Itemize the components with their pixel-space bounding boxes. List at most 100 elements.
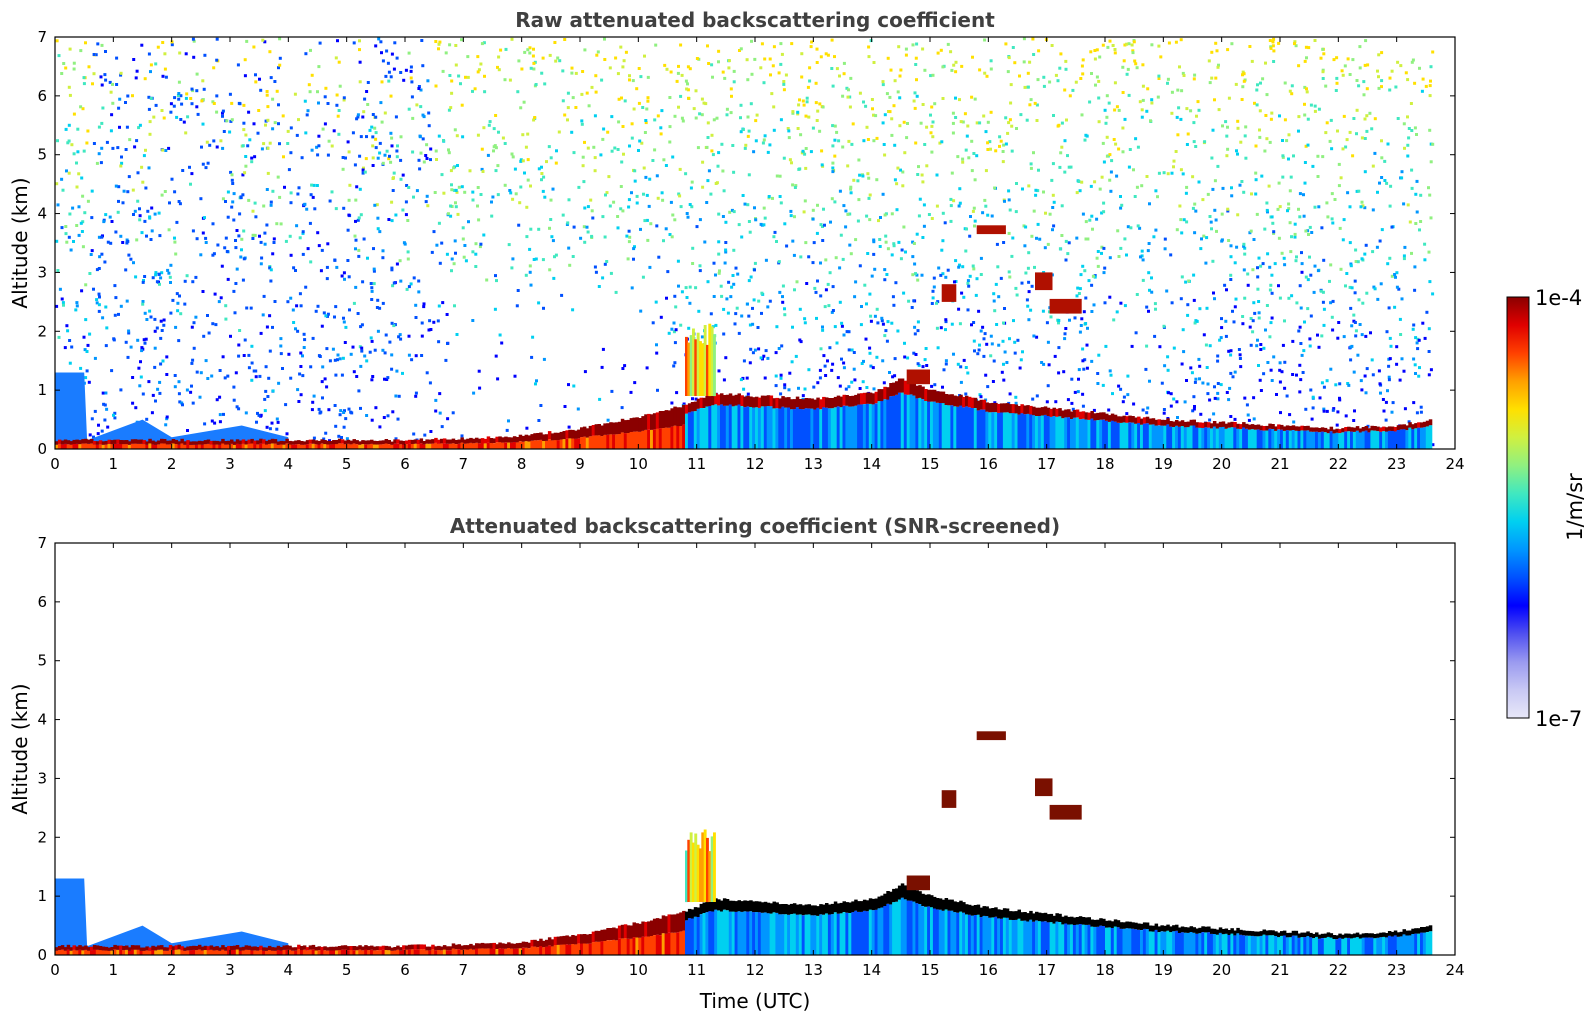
- noise-point: [709, 312, 713, 316]
- noise-point: [247, 353, 251, 357]
- bl-body: [897, 392, 902, 449]
- noise-point: [1377, 86, 1381, 90]
- noise-point: [1189, 366, 1193, 370]
- noise-point: [866, 172, 870, 176]
- bl-top-layer: [305, 440, 310, 445]
- noise-point: [1246, 283, 1250, 287]
- noise-point: [914, 141, 918, 145]
- noise-point: [895, 208, 899, 212]
- noise-point: [179, 94, 183, 98]
- bl-body: [740, 406, 744, 449]
- bl-top-layer: [807, 398, 811, 409]
- noise-point: [731, 274, 735, 277]
- noise-point: [627, 229, 631, 233]
- noise-point: [133, 145, 137, 149]
- bl-body: [816, 407, 820, 449]
- noise-point: [141, 392, 145, 396]
- noise-point: [1214, 218, 1218, 222]
- noise-point: [127, 253, 131, 257]
- bl-top-layer: [125, 440, 129, 445]
- noise-point: [85, 141, 89, 145]
- noise-point: [1100, 245, 1104, 249]
- noise-point: [902, 291, 906, 295]
- noise-point: [459, 82, 462, 86]
- noise-point: [320, 324, 324, 328]
- noise-point: [1354, 329, 1358, 333]
- bl-body: [772, 408, 776, 449]
- noise-point: [679, 43, 683, 47]
- bl-body: [259, 443, 263, 449]
- noise-point: [1060, 121, 1064, 125]
- bl-top-layer: [1055, 408, 1059, 417]
- bl-body: [1163, 425, 1167, 449]
- bl-top-layer: [317, 440, 321, 445]
- noise-point: [266, 105, 270, 109]
- noise-point: [406, 250, 410, 254]
- noise-point: [989, 59, 993, 63]
- noise-point: [1146, 406, 1150, 410]
- bl-body: [507, 442, 511, 449]
- noise-point: [656, 388, 659, 392]
- noise-point: [170, 43, 174, 47]
- noise-point: [657, 255, 661, 259]
- noise-point: [298, 292, 302, 296]
- noise-point: [532, 118, 536, 122]
- noise-point: [125, 125, 129, 129]
- noise-point: [1133, 59, 1137, 63]
- noise-point: [271, 97, 275, 101]
- bl-body: [547, 439, 552, 449]
- noise-point: [1193, 231, 1197, 235]
- bl-body: [1061, 418, 1065, 449]
- noise-point: [932, 285, 936, 289]
- noise-point: [903, 355, 907, 359]
- noise-point: [169, 311, 173, 315]
- noise-point: [144, 337, 148, 341]
- noise-point: [566, 91, 570, 95]
- plume-column: [706, 344, 709, 396]
- bl-body: [451, 443, 456, 449]
- noise-point: [935, 301, 938, 305]
- bl-body: [687, 412, 692, 449]
- noise-point: [100, 429, 104, 433]
- noise-point: [1365, 114, 1369, 118]
- noise-point: [159, 276, 163, 280]
- noise-point: [872, 113, 875, 117]
- noise-point: [232, 398, 236, 402]
- noise-point: [779, 373, 783, 377]
- noise-point: [1194, 377, 1198, 381]
- noise-point: [67, 123, 71, 127]
- noise-point: [554, 59, 558, 63]
- noise-point: [930, 302, 934, 305]
- bl-body: [1271, 429, 1275, 449]
- noise-point: [140, 349, 144, 353]
- noise-point: [153, 317, 157, 321]
- noise-point: [1246, 272, 1250, 276]
- noise-point: [1211, 187, 1215, 191]
- noise-point: [842, 333, 846, 337]
- noise-point: [323, 95, 327, 99]
- noise-point: [1162, 324, 1166, 328]
- noise-point: [342, 425, 346, 429]
- noise-point: [737, 331, 741, 335]
- noise-point: [529, 66, 533, 70]
- noise-point: [572, 151, 576, 155]
- bl-body: [57, 443, 62, 449]
- noise-point: [301, 354, 304, 358]
- bl-top-layer: [889, 383, 893, 397]
- noise-point: [1265, 304, 1269, 307]
- noise-point: [594, 90, 598, 94]
- noise-point: [1358, 45, 1362, 49]
- noise-point: [149, 238, 153, 241]
- noise-point: [1059, 52, 1063, 56]
- noise-point: [141, 300, 145, 303]
- noise-point: [957, 265, 961, 269]
- noise-point: [1153, 302, 1157, 306]
- noise-point: [1391, 401, 1395, 405]
- noise-point: [753, 206, 756, 210]
- noise-point: [790, 161, 793, 165]
- noise-point: [1324, 84, 1328, 88]
- noise-point: [754, 218, 758, 222]
- noise-point: [1360, 388, 1364, 392]
- bl-body: [1335, 432, 1339, 449]
- noise-point: [1127, 93, 1131, 97]
